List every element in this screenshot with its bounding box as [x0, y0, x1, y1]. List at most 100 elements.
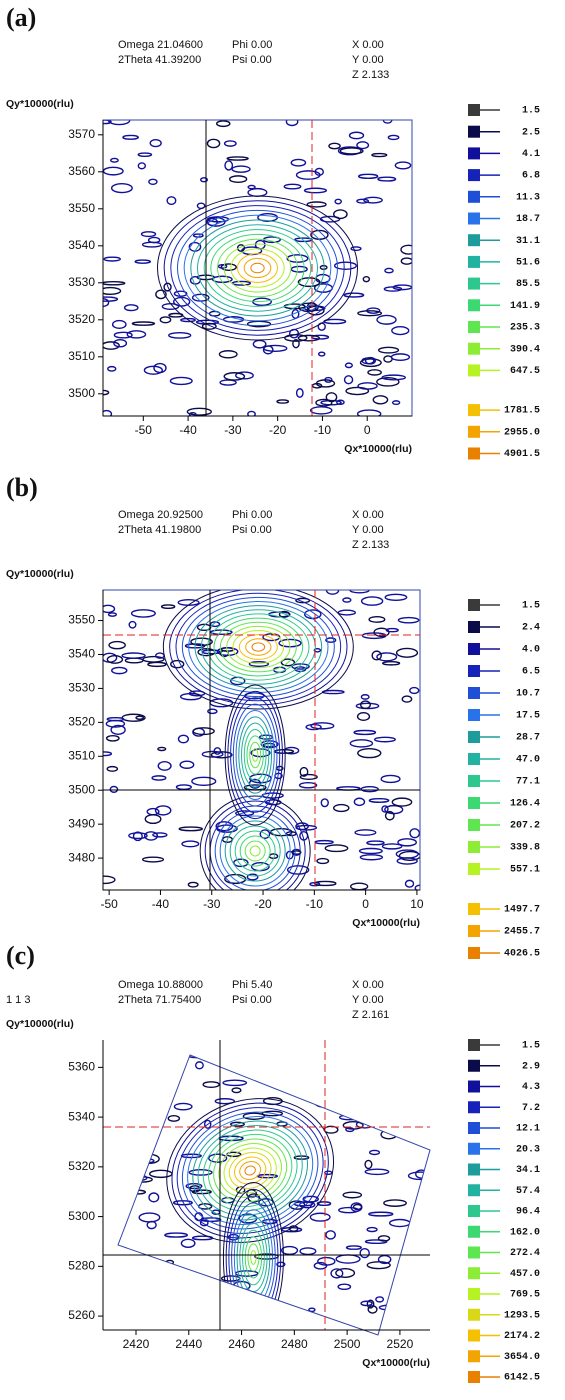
x-tick-label: -50 [135, 423, 153, 437]
speckle [206, 216, 226, 227]
x-tick-label: -40 [179, 423, 197, 437]
speckle [387, 134, 400, 141]
speckle [364, 1168, 390, 1176]
contour-ring [243, 729, 267, 781]
speckle [367, 1305, 378, 1314]
speckle [381, 843, 403, 850]
legend-label: 12.1 [516, 1124, 540, 1135]
speckle [148, 178, 158, 185]
contour-ring [239, 1222, 268, 1293]
legend-label: 557.1 [510, 865, 540, 876]
speckle [222, 1079, 248, 1087]
info-text: X 0.00 [352, 39, 384, 51]
speckle [241, 1058, 264, 1067]
speckle [342, 597, 352, 603]
speckle [325, 392, 338, 403]
speckle [110, 724, 126, 735]
x-tick-label: 2420 [123, 1337, 150, 1351]
contour-ring [239, 835, 271, 867]
speckle [207, 708, 218, 715]
speckle [169, 376, 193, 386]
contour-ring [163, 200, 352, 336]
contour-ring [224, 684, 286, 826]
speckle [216, 647, 239, 657]
speckle [252, 339, 267, 349]
contour-ring [183, 214, 332, 322]
speckle [368, 1149, 381, 1156]
speckle [228, 175, 248, 184]
speckle [339, 1043, 351, 1050]
speckle [315, 398, 333, 407]
speckle [321, 689, 345, 695]
legend-label: 769.5 [510, 1290, 540, 1301]
speckle [317, 351, 326, 357]
legend-label: 6.5 [522, 667, 540, 678]
speckle [150, 1121, 159, 1131]
speckle [268, 1319, 292, 1327]
x-tick-label: -30 [224, 423, 242, 437]
panel-label: (c) [6, 941, 35, 970]
speckle [299, 773, 318, 781]
legend-swatch [468, 1101, 480, 1114]
contour-ring [181, 1111, 319, 1230]
legend-label: 51.6 [516, 258, 540, 269]
speckle [380, 774, 401, 784]
speckle [121, 652, 146, 659]
y-tick-label: 5280 [68, 1259, 95, 1273]
speckle [413, 1241, 430, 1247]
speckle [409, 828, 420, 839]
speckle [392, 1040, 414, 1045]
speckle [360, 786, 379, 793]
speckle [345, 386, 370, 396]
speckle [376, 652, 398, 662]
speckle [203, 1119, 212, 1129]
y-tick-label: 3500 [68, 386, 95, 400]
speckle [178, 826, 203, 832]
speckle [377, 176, 397, 182]
speckle [419, 1100, 430, 1109]
speckle [130, 609, 156, 618]
speckle [324, 844, 349, 853]
speckle [126, 330, 147, 339]
speckle [262, 345, 274, 355]
x-tick-label: 0 [364, 423, 371, 437]
speckle [407, 1316, 416, 1327]
speckle [157, 761, 172, 771]
speckle [103, 409, 113, 416]
legend-label: 272.4 [510, 1248, 540, 1259]
contour-ring [224, 820, 286, 882]
speckle [339, 147, 364, 155]
speckle [359, 700, 371, 710]
speckle [188, 241, 202, 252]
contour-ring [181, 596, 335, 698]
x-tick-label: -20 [254, 897, 272, 911]
speckle [299, 766, 309, 777]
legend-swatch [468, 125, 480, 138]
speckle [359, 1247, 370, 1259]
contour-ring [237, 253, 278, 283]
speckle [201, 322, 217, 330]
speckle [121, 713, 146, 722]
speckle [359, 358, 382, 368]
speckle [132, 831, 143, 842]
speckle [366, 1226, 378, 1233]
speckle [103, 281, 126, 286]
speckle [258, 1310, 279, 1321]
speckle [372, 395, 389, 405]
speckle [358, 847, 383, 855]
speckle [310, 722, 335, 730]
speckle [185, 1183, 203, 1190]
speckle [364, 356, 376, 365]
speckle [376, 314, 397, 325]
speckle [383, 1199, 407, 1207]
speckle [122, 134, 139, 140]
info-text: Y 0.00 [352, 524, 384, 536]
legend-swatch [468, 1350, 480, 1363]
speckle [164, 1232, 188, 1238]
legend-swatch [468, 364, 480, 377]
speckle [127, 1293, 140, 1303]
speckle [234, 1040, 241, 1046]
legend-swatch [468, 819, 480, 831]
speckle [356, 141, 370, 150]
